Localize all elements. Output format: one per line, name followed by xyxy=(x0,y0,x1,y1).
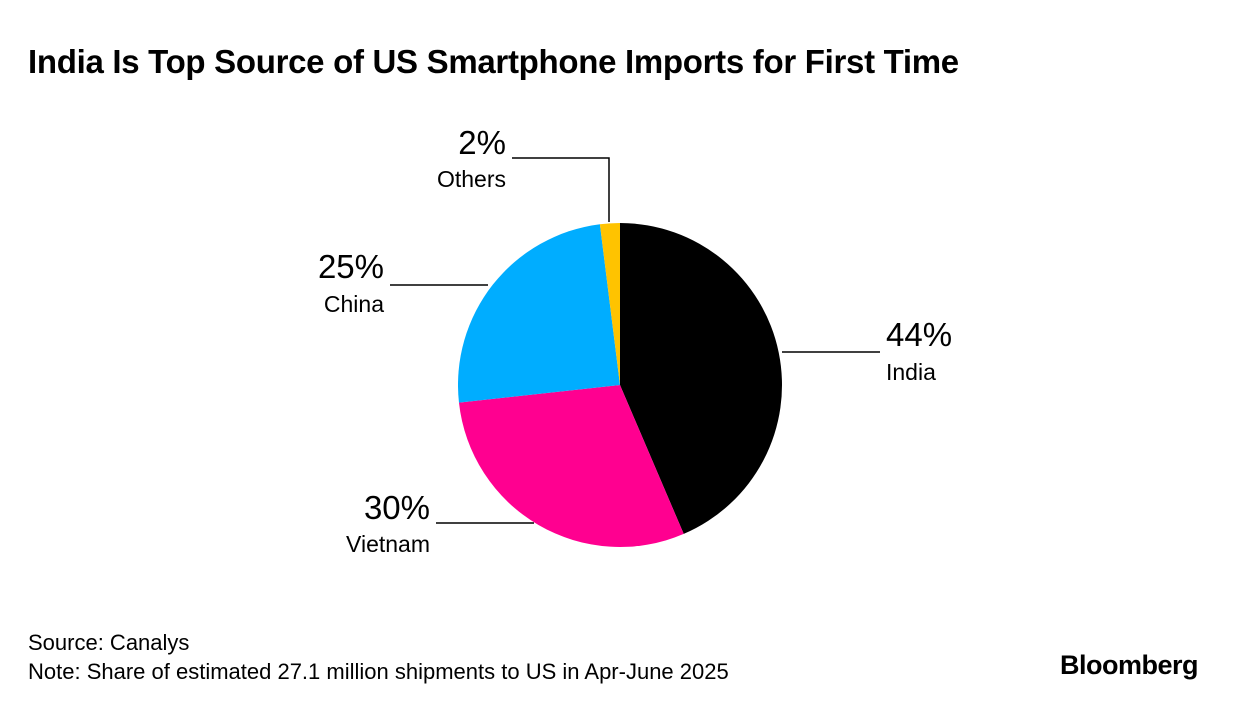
slice-value-label-others: 2% xyxy=(458,124,506,161)
footnote: Note: Share of estimated 27.1 million sh… xyxy=(28,659,729,684)
chart-footer: Source: Canalys Note: Share of estimated… xyxy=(28,628,729,686)
pie-slices xyxy=(458,223,783,547)
pie-slice-india xyxy=(620,223,783,534)
pie-slice-china xyxy=(458,224,620,403)
source-note: Source: Canalys xyxy=(28,630,190,655)
slice-category-label-others: Others xyxy=(437,166,506,192)
slice-category-label-vietnam: Vietnam xyxy=(346,531,430,557)
slice-value-label-india: 44% xyxy=(886,316,952,353)
chart-title: India Is Top Source of US Smartphone Imp… xyxy=(28,43,959,80)
slice-category-label-india: India xyxy=(886,359,936,385)
bloomberg-logo: Bloomberg xyxy=(1060,650,1199,680)
slice-value-label-vietnam: 30% xyxy=(364,489,430,526)
leader-lines xyxy=(390,157,880,524)
slice-category-label-china: China xyxy=(324,291,384,317)
pie-slice-others xyxy=(599,223,620,385)
leader-line-others xyxy=(512,157,610,222)
slice-value-label-china: 25% xyxy=(318,248,384,285)
pie-slice-vietnam xyxy=(458,385,684,547)
